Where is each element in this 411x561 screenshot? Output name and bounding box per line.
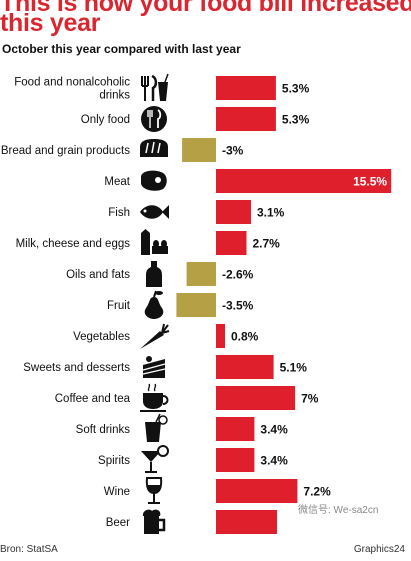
category-label: Wine xyxy=(104,486,130,498)
bar xyxy=(216,200,251,224)
graphics-credit: Graphics24 xyxy=(353,544,405,555)
category-label: Coffee and tea xyxy=(55,393,131,405)
value-label: 3.4% xyxy=(260,454,288,468)
value-label: -3.5% xyxy=(222,299,254,313)
bar xyxy=(216,107,276,131)
category-label: Beer xyxy=(106,517,130,529)
cutlery-icon xyxy=(141,106,167,132)
bar xyxy=(216,510,277,534)
cake-icon xyxy=(142,356,166,378)
cutlery-drink-icon xyxy=(141,73,169,101)
value-label: 2.7% xyxy=(253,237,281,251)
value-label: 0.8% xyxy=(231,330,259,344)
value-label: 5.3% xyxy=(282,113,310,127)
category-label: Oils and fats xyxy=(66,269,130,281)
milk-eggs-icon xyxy=(141,229,168,255)
title-line-2: this year xyxy=(0,9,101,37)
steak-icon xyxy=(141,170,167,191)
bread-icon xyxy=(140,139,168,157)
category-label: Food and nonalcoholic drinks xyxy=(14,77,130,102)
category-label: Soft drinks xyxy=(76,424,131,436)
beer-mug-icon xyxy=(142,509,166,534)
bar xyxy=(176,293,216,317)
bar xyxy=(216,169,392,193)
cocktail-icon xyxy=(141,445,169,473)
category-label: Meat xyxy=(104,176,130,188)
category-label: Milk, cheese and eggs xyxy=(16,238,131,250)
category-label: Only food xyxy=(81,114,130,126)
bar xyxy=(216,324,225,348)
coffee-cup-icon xyxy=(140,383,169,412)
wine-glass-icon xyxy=(145,477,163,504)
carrot-icon xyxy=(140,323,170,349)
bar xyxy=(216,386,296,410)
source-note: Bron: StatSA xyxy=(0,544,58,555)
chart-subtitle: October this year compared with last yea… xyxy=(2,42,241,56)
pear-icon xyxy=(144,290,164,319)
bar xyxy=(186,262,216,286)
value-label: -2.6% xyxy=(222,268,254,282)
bar xyxy=(216,231,247,255)
bar xyxy=(216,479,298,503)
category-label: Fruit xyxy=(107,300,131,312)
category-label: Sweets and desserts xyxy=(23,362,130,374)
bar xyxy=(216,448,255,472)
title-line-1: This is how your food bill increased xyxy=(0,0,411,17)
value-label: 7.2% xyxy=(303,485,331,499)
value-label: 5.1% xyxy=(280,361,308,375)
value-label: 5.3% xyxy=(282,82,310,96)
value-label: 15.5% xyxy=(353,175,387,189)
category-label: Spirits xyxy=(98,455,130,467)
value-label: 3.4% xyxy=(260,423,288,437)
bar xyxy=(216,355,274,379)
value-label: 7% xyxy=(301,392,319,406)
watermark: 微信号: We-sa2cn xyxy=(298,505,379,516)
bar xyxy=(216,76,276,100)
bar xyxy=(216,417,255,441)
fish-icon xyxy=(140,205,169,219)
bar xyxy=(182,138,216,162)
chart-title: This is how your food bill increased thi… xyxy=(0,0,411,37)
value-label: -3% xyxy=(222,144,244,158)
oil-bottle-icon xyxy=(146,261,162,287)
category-label: Fish xyxy=(108,207,130,219)
category-label: Bread and grain products xyxy=(1,145,130,157)
value-label: 3.1% xyxy=(257,206,285,220)
soft-drink-icon xyxy=(145,413,168,442)
category-label: Vegetables xyxy=(73,331,130,343)
